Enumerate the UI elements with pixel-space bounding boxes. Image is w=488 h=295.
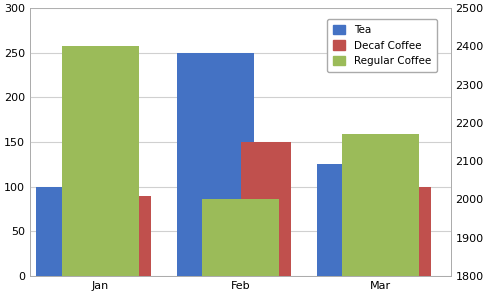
Bar bbox=[241, 142, 291, 276]
Bar bbox=[61, 46, 139, 295]
Bar bbox=[317, 164, 394, 276]
Bar bbox=[37, 187, 114, 276]
Bar bbox=[381, 187, 431, 276]
Bar bbox=[177, 53, 254, 276]
Bar bbox=[202, 199, 279, 295]
Legend: Tea, Decaf Coffee, Regular Coffee: Tea, Decaf Coffee, Regular Coffee bbox=[326, 19, 437, 72]
Bar bbox=[101, 196, 150, 276]
Bar bbox=[342, 135, 419, 295]
